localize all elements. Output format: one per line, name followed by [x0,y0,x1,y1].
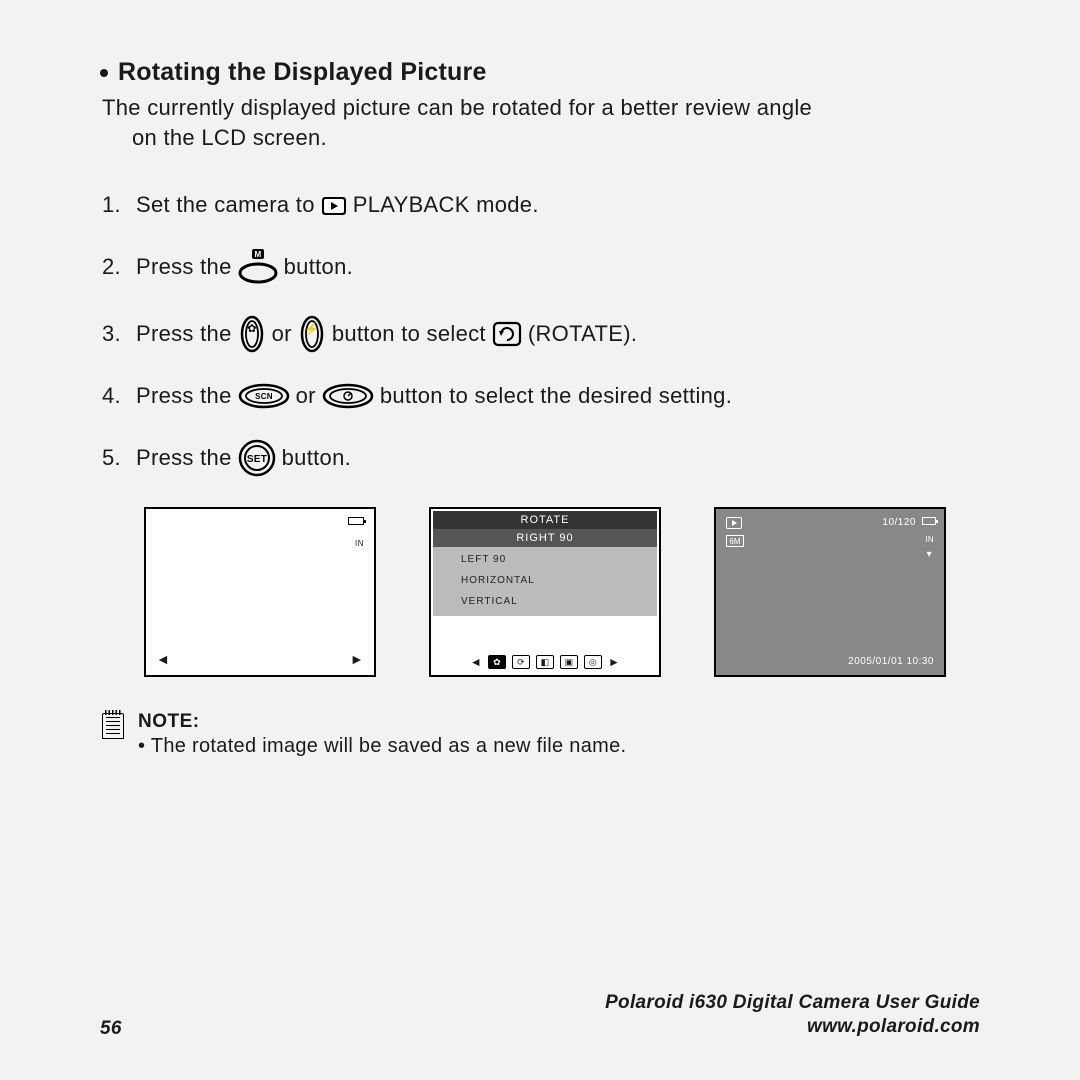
lcd-screens-row: IN ◄► ROTATE RIGHT 90 LEFT 90 HORIZONTAL… [100,507,980,677]
step-5: 5. Press the SET button. [102,439,980,477]
step-3: 3. Press the ✿ or ⚡ button to select (RO… [102,315,980,353]
step-number: 5. [102,445,136,471]
step-text: or [272,321,292,347]
resolution-badge: 6M [726,535,744,547]
intro-line2: on the LCD screen. [102,123,980,153]
step-number: 2. [102,254,136,280]
step-text: Press the [136,321,232,347]
step-text: button. [284,254,353,280]
step-text: Press the [136,254,232,280]
notepad-icon [102,713,124,739]
menu-option: LEFT 90 [433,549,657,570]
lcd-screen-1: IN ◄► [144,507,376,677]
note-block: NOTE: The rotated image will be saved as… [100,711,980,758]
battery-icon [348,517,364,525]
right-flash-button-icon: ⚡ [298,315,326,353]
scn-button-icon: SCN [238,383,290,409]
section-heading: Rotating the Displayed Picture [100,58,980,87]
left-flower-button-icon: ✿ [238,315,266,353]
guide-title: Polaroid i630 Digital Camera User Guide [605,991,980,1016]
nav-arrows: ◄► [146,651,374,667]
step-text: button to select [332,321,486,347]
memory-in-label: IN [355,539,364,548]
step-number: 4. [102,383,136,409]
playback-indicator-icon [726,517,742,529]
step-text: or [296,383,316,409]
step-1: 1. Set the camera to PLAYBACK mode. [102,192,980,218]
step-text: (ROTATE). [528,321,637,347]
step-text: Press the [136,383,232,409]
step-number: 1. [102,192,136,218]
rotate-icon [492,321,522,347]
svg-text:M: M [254,250,261,259]
footer-reference: Polaroid i630 Digital Camera User Guide … [605,991,980,1040]
intro-text: The currently displayed picture can be r… [100,93,980,152]
down-arrow-icon: ▾ [927,549,932,560]
step-number: 3. [102,321,136,347]
svg-text:SET: SET [246,454,266,465]
guide-url: www.polaroid.com [605,1015,980,1040]
timestamp: 2005/01/01 10:30 [848,656,934,667]
step-4: 4. Press the SCN or button to select the… [102,383,980,409]
note-title: NOTE: [138,711,626,733]
menu-title: ROTATE [433,511,657,529]
lcd-screen-3: 10/120 6M IN ▾ 2005/01/01 10:30 [714,507,946,677]
step-text: PLAYBACK mode. [353,192,539,218]
menu-selected: RIGHT 90 [433,529,657,547]
playback-icon [321,196,347,216]
lcd-screen-2: ROTATE RIGHT 90 LEFT 90 HORIZONTAL VERTI… [429,507,661,677]
page-footer: 56 Polaroid i630 Digital Camera User Gui… [100,991,980,1040]
timer-button-icon [322,383,374,409]
step-text: Press the [136,445,232,471]
image-counter: 10/120 [882,517,916,528]
svg-text:SCN: SCN [255,392,273,401]
menu-option: VERTICAL [433,591,657,612]
set-button-icon: SET [238,439,276,477]
heading-text: Rotating the Displayed Picture [118,58,487,86]
battery-icon [922,517,936,525]
steps-list: 1. Set the camera to PLAYBACK mode. 2. P… [100,192,980,477]
step-text: Set the camera to [136,192,315,218]
step-text: button to select the desired setting. [380,383,732,409]
page-number: 56 [100,1018,122,1040]
menu-button-icon: M [238,249,278,285]
menu-iconbar: ◄ ✿ ⟳ ◧ ▣ ◎ ► [431,655,659,669]
step-text: button. [282,445,351,471]
menu-option: HORIZONTAL [433,570,657,591]
memory-in-label: IN [925,535,934,544]
bullet-icon [100,69,108,77]
intro-line1: The currently displayed picture can be r… [102,95,812,120]
step-2: 2. Press the M button. [102,249,980,285]
menu-options: LEFT 90 HORIZONTAL VERTICAL [433,547,657,616]
svg-text:⚡: ⚡ [304,322,319,336]
svg-text:✿: ✿ [247,323,257,335]
note-body: The rotated image will be saved as a new… [138,735,626,758]
